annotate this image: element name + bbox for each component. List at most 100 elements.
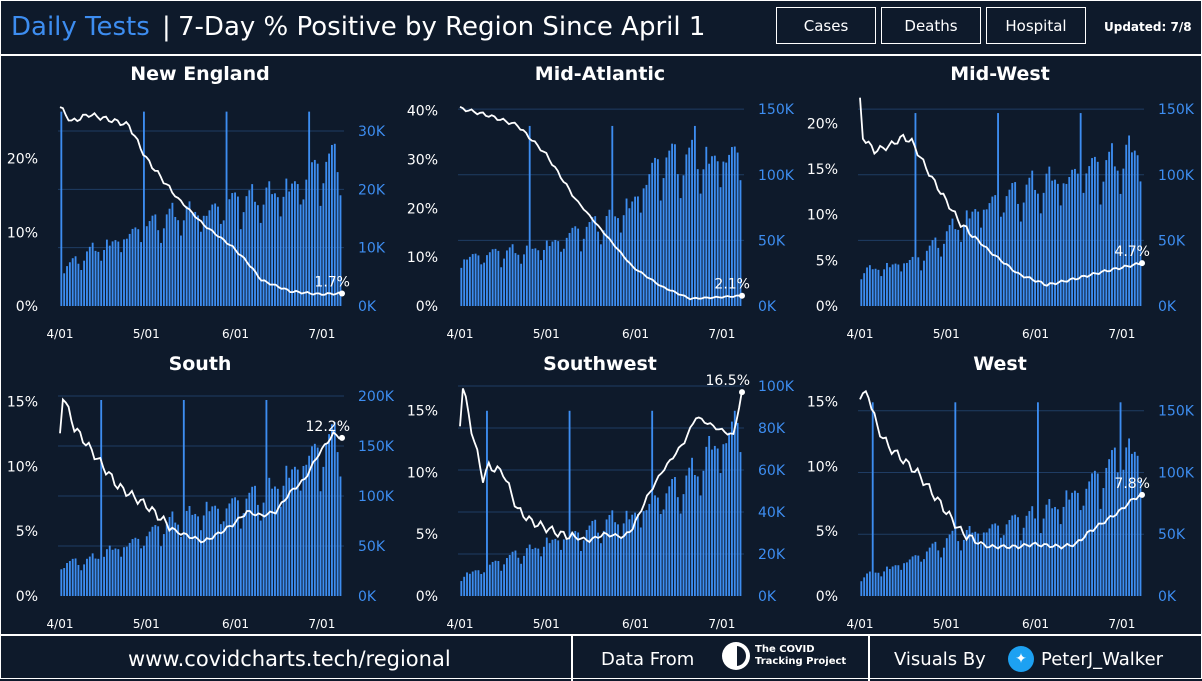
bar-mark — [333, 143, 336, 306]
bar-mark — [682, 494, 685, 596]
bar-mark — [691, 139, 693, 306]
bar-mark — [497, 250, 500, 306]
bar-mark — [463, 576, 466, 596]
twitter-handle-link[interactable]: PeterJ_Walker — [1041, 649, 1164, 670]
bar-mark — [736, 422, 739, 596]
bar-mark — [917, 555, 920, 596]
bar-mark — [968, 526, 971, 596]
bar-mark — [128, 233, 131, 306]
bar-mark — [63, 273, 66, 306]
bar-mark — [1102, 488, 1105, 596]
bar-mark — [656, 497, 659, 596]
bar-mark — [671, 143, 674, 306]
bar-mark — [637, 514, 639, 596]
bar-mark — [231, 193, 234, 306]
bar-mark — [860, 581, 863, 596]
right-tick-label: 20K — [358, 182, 386, 198]
bar-mark — [256, 205, 259, 306]
bar-mark — [157, 230, 160, 306]
bar-mark — [219, 223, 222, 306]
bar-mark — [923, 260, 925, 306]
bar-mark — [188, 201, 191, 306]
bar-mark — [1076, 173, 1079, 306]
bar-mark — [883, 269, 886, 306]
bar-mark — [291, 183, 293, 306]
cases-button[interactable]: Cases — [776, 7, 876, 44]
twitter-icon[interactable]: ✦ — [1008, 646, 1034, 672]
bar-mark — [676, 174, 679, 306]
bar-mark — [622, 215, 625, 306]
bar-mark — [985, 532, 988, 596]
bar-mark — [651, 410, 654, 596]
bar-mark — [117, 549, 120, 596]
bar-mark — [685, 475, 688, 596]
bar-mark — [1051, 180, 1054, 306]
bar-mark — [725, 162, 728, 306]
bar-mark — [1079, 510, 1082, 596]
bar-mark — [148, 531, 151, 596]
bar-mark — [571, 227, 574, 306]
right-tick-label: 200K — [358, 389, 395, 405]
bar-mark — [165, 214, 168, 306]
right-tick-label: 150K — [358, 439, 395, 455]
bar-mark — [1017, 517, 1019, 596]
bar-mark — [1037, 193, 1039, 306]
bar-mark — [642, 511, 645, 596]
bar-mark — [120, 556, 123, 596]
bar-mark — [705, 146, 708, 306]
bar-mark — [1068, 176, 1071, 306]
bar-mark — [305, 179, 308, 306]
bar-mark — [480, 573, 483, 596]
bar-mark — [494, 248, 497, 306]
bar-mark — [1022, 527, 1025, 596]
bar-mark — [214, 203, 217, 306]
bar-mark — [1034, 518, 1037, 596]
bar-mark — [943, 547, 945, 596]
bar-mark — [617, 218, 619, 306]
bar-mark — [719, 473, 722, 596]
bar-mark — [171, 511, 174, 596]
bar-mark — [957, 541, 960, 596]
bar-mark — [925, 551, 928, 596]
bar-mark — [225, 111, 228, 306]
x-tick-label: 4/01 — [447, 327, 474, 341]
bar-mark — [214, 505, 217, 596]
bar-mark — [523, 555, 525, 596]
bar-mark — [514, 253, 517, 306]
hospital-button[interactable]: Hospital — [986, 7, 1086, 44]
bar-mark — [185, 510, 188, 596]
bar-mark — [562, 539, 565, 596]
bar-mark — [642, 188, 645, 306]
bar-mark — [248, 190, 251, 306]
deaths-button[interactable]: Deaths — [881, 7, 981, 44]
bar-mark — [665, 157, 668, 306]
bar-mark — [191, 212, 194, 306]
bar-mark — [274, 486, 276, 596]
bar-mark — [160, 242, 162, 306]
bar-mark — [668, 486, 671, 596]
bar-mark — [302, 199, 305, 306]
bar-mark — [1113, 166, 1116, 306]
bar-mark — [645, 184, 648, 306]
bar-mark — [523, 254, 525, 306]
bar-mark — [271, 194, 274, 306]
bar-mark — [151, 215, 154, 306]
bar-mark — [659, 513, 662, 596]
site-url-link[interactable]: www.covidcharts.tech/regional — [128, 647, 451, 671]
bar-mark — [614, 522, 617, 596]
bar-mark — [114, 548, 117, 596]
bar-mark — [322, 183, 325, 306]
data-from-label: Data From — [601, 649, 695, 670]
bar-mark — [945, 538, 948, 596]
left-tick-label: 10% — [7, 225, 38, 241]
x-tick-label: 4/01 — [847, 327, 874, 341]
bar-mark — [866, 573, 868, 596]
line-end-dot — [1139, 491, 1145, 498]
left-tick-label: 0% — [416, 299, 438, 315]
x-tick-label: 7/01 — [708, 617, 735, 631]
bar-mark — [180, 536, 182, 596]
bar-mark — [1131, 453, 1133, 596]
bar-mark — [517, 557, 520, 596]
bar-mark — [225, 508, 228, 596]
bar-mark — [693, 475, 696, 596]
